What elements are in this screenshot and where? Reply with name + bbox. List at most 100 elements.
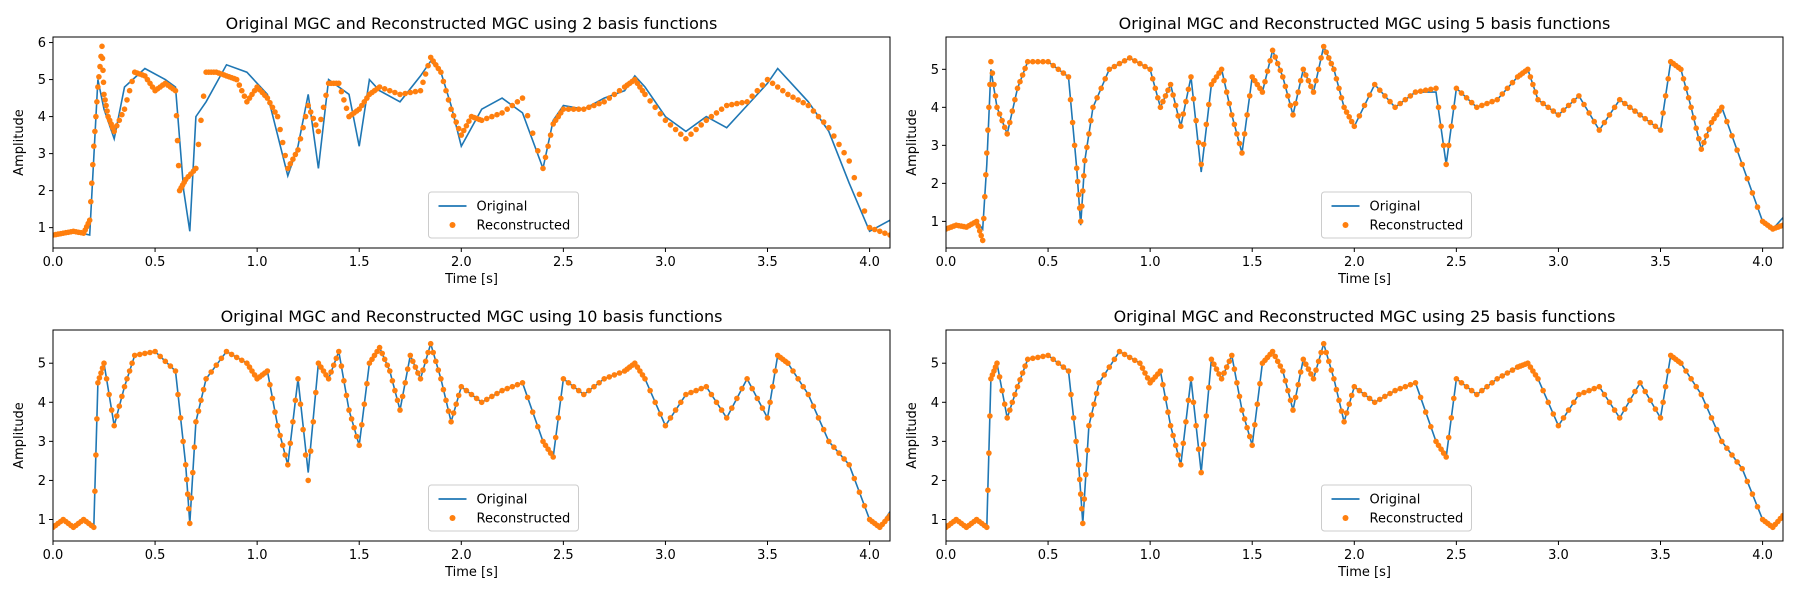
reconstructed-point xyxy=(126,87,133,94)
reconstructed-point xyxy=(1175,452,1181,458)
reconstructed-point xyxy=(1440,142,1447,149)
reconstructed-point xyxy=(1647,119,1654,126)
reconstructed-point xyxy=(1088,117,1094,124)
reconstructed-point xyxy=(1121,351,1128,358)
reconstructed-point xyxy=(846,462,852,468)
reconstructed-point xyxy=(749,385,755,392)
reconstructed-point xyxy=(92,128,98,135)
reconstructed-point xyxy=(790,368,796,374)
reconstructed-point xyxy=(815,113,822,120)
reconstructed-point xyxy=(1094,95,1100,101)
reconstructed-point xyxy=(305,477,312,484)
reconstructed-point xyxy=(1535,376,1541,382)
reconstructed-point xyxy=(1183,98,1189,105)
reconstructed-point xyxy=(300,426,306,433)
reconstructed-point xyxy=(1320,340,1327,347)
reconstructed-point xyxy=(1346,401,1352,408)
x-tick-label: 0.0 xyxy=(936,255,957,270)
reconstructed-point xyxy=(387,87,393,94)
reconstructed-point xyxy=(440,386,447,393)
reconstructed-point xyxy=(1586,387,1592,394)
reconstructed-point xyxy=(570,106,577,112)
legend-dot-swatch xyxy=(1342,515,1349,521)
reconstructed-point xyxy=(274,113,281,120)
reconstructed-point xyxy=(484,115,490,122)
reconstructed-point xyxy=(810,108,817,114)
chart-title: Original MGC and Reconstructed MGC using… xyxy=(221,307,723,326)
reconstructed-point xyxy=(877,228,883,235)
x-tick-label: 0.0 xyxy=(43,255,64,270)
reconstructed-point xyxy=(1744,478,1751,485)
reconstructed-point xyxy=(1074,178,1081,185)
reconstructed-point xyxy=(1308,371,1314,377)
reconstructed-point xyxy=(99,365,106,371)
reconstructed-point xyxy=(1338,95,1345,101)
reconstructed-point xyxy=(575,106,582,112)
reconstructed-point xyxy=(1366,92,1373,98)
reconstructed-point xyxy=(871,226,878,233)
reconstructed-point xyxy=(1234,380,1240,386)
reconstructed-point xyxy=(86,217,93,223)
reconstructed-point xyxy=(1226,358,1233,365)
reconstructed-point xyxy=(175,162,182,169)
reconstructed-point xyxy=(992,93,999,99)
reconstructed-point xyxy=(290,156,296,162)
reconstructed-point xyxy=(575,387,582,394)
reconstructed-point xyxy=(1137,60,1143,67)
reconstructed-point xyxy=(1272,54,1278,60)
reconstructed-point xyxy=(333,355,340,362)
reconstructed-point xyxy=(1729,133,1735,139)
reconstructed-point xyxy=(1259,89,1266,95)
reconstructed-point xyxy=(667,122,674,128)
x-axis-label: Time [s] xyxy=(1337,565,1391,580)
legend-dot-swatch xyxy=(1342,222,1349,228)
reconstructed-point xyxy=(402,380,409,386)
x-tick-label: 1.5 xyxy=(349,255,370,270)
reconstructed-point xyxy=(1627,397,1633,404)
reconstructed-point xyxy=(1458,380,1465,386)
legend-box xyxy=(1321,484,1472,532)
reconstructed-point xyxy=(996,111,1003,117)
reconstructed-point xyxy=(759,405,766,411)
reconstructed-point xyxy=(1111,63,1118,70)
reconstructed-point xyxy=(152,348,158,355)
reconstructed-point xyxy=(93,452,99,458)
reconstructed-point xyxy=(1601,119,1608,126)
reconstructed-point xyxy=(458,383,465,390)
reconstructed-point xyxy=(417,87,424,94)
reconstructed-point xyxy=(448,419,454,425)
reconstructed-point xyxy=(1068,391,1074,398)
reconstructed-point xyxy=(1499,373,1506,379)
reconstructed-point xyxy=(1081,496,1088,502)
legend-label-original: Original xyxy=(477,493,528,508)
reconstructed-point xyxy=(1292,394,1299,401)
reconstructed-point xyxy=(1280,74,1286,80)
reconstructed-point xyxy=(1050,356,1056,363)
reconstructed-point xyxy=(535,148,541,154)
reconstructed-point xyxy=(320,104,327,111)
reconstructed-point xyxy=(1090,104,1096,111)
reconstructed-point xyxy=(228,351,235,358)
reconstructed-point xyxy=(1451,395,1457,402)
reconstructed-point xyxy=(397,407,403,413)
reconstructed-point xyxy=(1012,391,1018,398)
reconstructed-point xyxy=(453,119,460,125)
reconstructed-point xyxy=(455,125,462,132)
reconstructed-point xyxy=(473,395,480,402)
reconstructed-point xyxy=(1348,392,1355,399)
reconstructed-point xyxy=(535,423,541,430)
chart-panel-1: Original MGC and Reconstructed MGC using… xyxy=(12,14,891,287)
reconstructed-point xyxy=(1045,352,1051,359)
reconstructed-point xyxy=(94,416,100,422)
reconstructed-point xyxy=(678,399,684,406)
reconstructed-point xyxy=(1190,96,1197,102)
reconstructed-point xyxy=(1303,361,1309,368)
reconstructed-point xyxy=(302,113,309,120)
reconstructed-point xyxy=(100,67,106,74)
reconstructed-point xyxy=(463,387,470,394)
reconstructed-point xyxy=(1019,370,1026,376)
legend-box xyxy=(428,191,579,239)
reconstructed-point xyxy=(1287,397,1294,404)
reconstructed-point xyxy=(376,344,383,351)
reconstructed-point xyxy=(1458,90,1465,96)
